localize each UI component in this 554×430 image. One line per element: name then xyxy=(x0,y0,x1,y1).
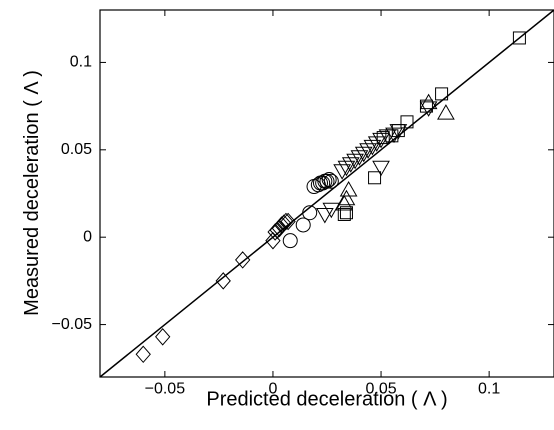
triangle-down-point xyxy=(341,157,360,173)
x-tick-label: 0.1 xyxy=(478,380,500,397)
square-point xyxy=(339,206,353,220)
y-tick-label: 0.1 xyxy=(70,54,92,71)
plot-frame xyxy=(99,9,554,378)
axis-ticks xyxy=(100,10,554,377)
circle-point xyxy=(323,173,339,189)
triangle-down-point xyxy=(315,207,334,224)
triangle-down-point xyxy=(363,139,382,156)
y-tick-label: −0.05 xyxy=(52,316,93,333)
diamond-point xyxy=(280,212,296,231)
circle-point xyxy=(319,173,335,189)
triangle-up-point xyxy=(337,189,356,206)
diamond-point xyxy=(135,345,151,364)
square-point xyxy=(419,99,433,113)
y-tick-label: 0.05 xyxy=(61,141,92,158)
circle-point xyxy=(302,205,318,221)
triangle-up-point xyxy=(339,180,358,197)
y-tick-label: 0 xyxy=(83,228,92,245)
triangle-up-point xyxy=(335,194,354,211)
square-point xyxy=(400,115,414,129)
diamond-point xyxy=(155,328,171,346)
tick-labels: −0.05 0 0.05 0.1 −0.05 0 0.05 0.1 xyxy=(52,54,501,398)
triangle-down-point xyxy=(322,202,341,219)
diamond-point xyxy=(278,212,294,231)
square-point xyxy=(376,131,390,145)
x-axis-label: Predicted deceleration ( Λ ) xyxy=(206,389,447,411)
triangle-down-point xyxy=(333,164,351,180)
circle-point xyxy=(282,233,298,249)
fit-line xyxy=(99,9,554,378)
triangle-up-point xyxy=(437,104,455,120)
triangle-down-point xyxy=(372,160,390,177)
triangle-down-point xyxy=(359,143,377,159)
diamond-point xyxy=(215,272,231,290)
x-tick-label: 0 xyxy=(268,380,277,397)
square-point xyxy=(368,171,382,185)
diamond-point xyxy=(235,251,251,269)
square-point xyxy=(337,207,351,221)
triangle-down-point xyxy=(354,146,373,163)
square-point xyxy=(512,31,526,45)
circle-point xyxy=(321,172,337,188)
x-tick-label: −0.05 xyxy=(145,380,186,397)
y-axis-label: Measured deceleration ( Λ ) xyxy=(21,70,43,316)
square-point xyxy=(391,124,405,138)
triangle-down-point xyxy=(346,153,364,170)
circle-point xyxy=(295,217,311,233)
triangle-down-point xyxy=(337,160,356,177)
x-tick-label: 0.05 xyxy=(365,380,396,397)
triangle-down-point xyxy=(350,150,369,166)
data-markers xyxy=(135,31,526,364)
square-point xyxy=(435,87,449,101)
